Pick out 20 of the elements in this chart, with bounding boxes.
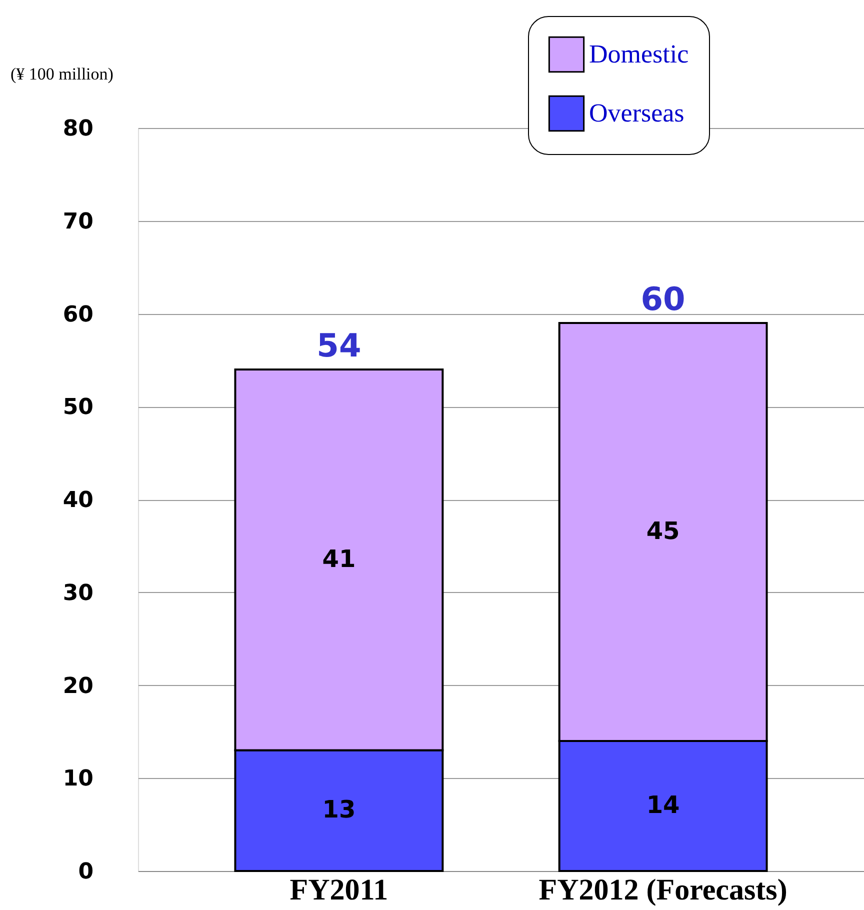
data-label: 13 xyxy=(322,796,356,824)
y-tick-label: 20 xyxy=(62,674,94,699)
y-tick-label: 40 xyxy=(62,488,94,513)
y-tick-label: 0 xyxy=(78,860,94,884)
data-label: 41 xyxy=(322,544,356,573)
y-tick-label: 80 xyxy=(62,116,94,142)
data-label: 14 xyxy=(646,790,680,819)
y-tick-label: 10 xyxy=(62,766,94,792)
x-tick-label: FY2012 (Forecasts) xyxy=(538,874,788,906)
y-tick-label: 70 xyxy=(62,209,94,234)
x-tick-label: FY2011 xyxy=(290,874,388,906)
y-tick-label: 30 xyxy=(62,580,94,606)
legend-label: Overseas xyxy=(589,98,684,128)
y-tick-label: 60 xyxy=(62,302,94,328)
legend-label: Domestic xyxy=(589,40,689,68)
total-label: 54 xyxy=(316,326,362,364)
data-label: 45 xyxy=(646,517,680,546)
y-axis-title: (¥ 100 million) xyxy=(10,64,114,84)
y-tick-label: 50 xyxy=(62,395,94,420)
total-label: 60 xyxy=(640,280,686,318)
